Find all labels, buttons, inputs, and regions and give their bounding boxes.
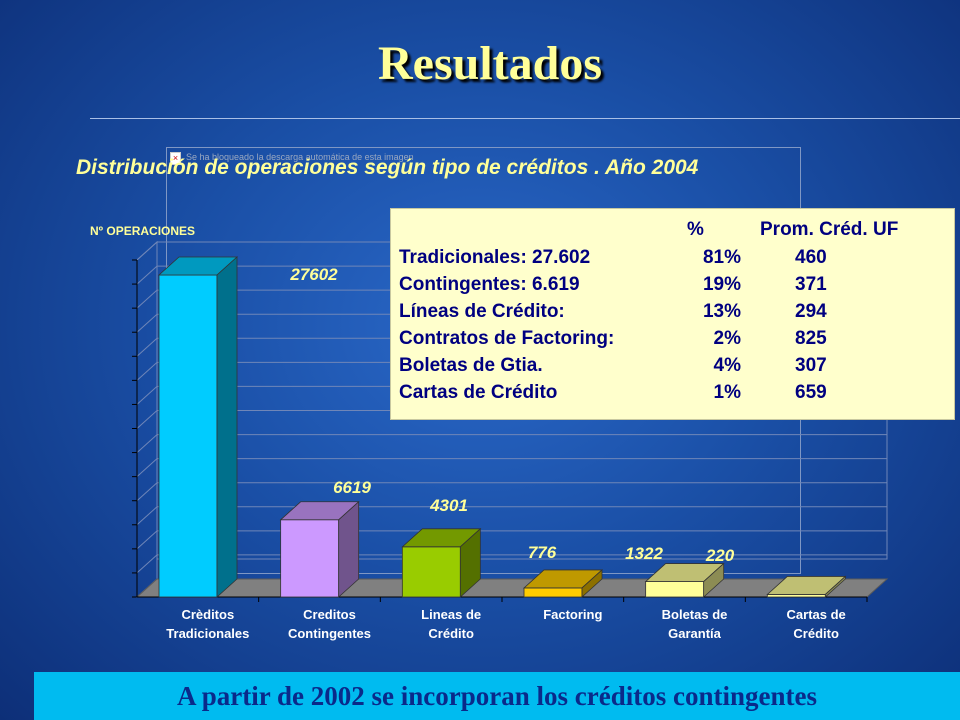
table-row-pct: 13% [702,301,741,322]
bar-3 [523,587,583,598]
gridline-side [136,289,158,309]
category-label-4: Boletas de [662,607,728,622]
bar-2 [401,546,461,598]
table-row-label: Contratos de Factoring: [399,328,615,349]
table-header-pct: % [687,219,704,240]
category-label-2: Crédito [428,626,474,641]
title-divider [90,118,960,119]
value-label-3: 776 [528,543,557,562]
table-row-pct: 1% [713,382,741,403]
category-label-5: Cartas de [787,607,846,622]
category-label-1: Contingentes [288,626,371,641]
bar-side-4 [703,562,725,598]
table-row-prom: 460 [795,247,827,268]
gridline-side [136,361,158,381]
table-row-label: Cartas de Crédito [399,382,558,403]
gridline-side [136,410,158,429]
gridline-side [136,241,158,261]
bar-side-5 [824,575,846,598]
category-label-5: Crédito [793,626,839,641]
category-label-3: Factoring [543,607,602,622]
table-row-prom: 371 [795,274,827,295]
table-header-prom: Prom. Créd. UF [760,219,899,240]
bar-side-2 [459,527,481,598]
table-row-label: Líneas de Crédito: [399,301,565,322]
bar-4 [645,581,705,598]
table-row-pct: 2% [713,328,741,349]
table-row-prom: 294 [795,301,827,322]
gridline-side [136,554,158,574]
broken-image-text: Se ha bloqueado la descarga automática d… [186,152,414,162]
footer-banner-text: A partir de 2002 se incorporan los crédi… [177,681,817,711]
gridline-side [136,530,158,550]
gridline-side [136,313,158,333]
value-label-2: 4301 [429,496,468,515]
footer-banner: A partir de 2002 se incorporan los crédi… [34,672,960,720]
bar-side-0 [216,256,238,598]
category-label-4: Garantía [668,626,722,641]
table-row-pct: 19% [702,274,741,295]
chart-title: Distribución de operaciones según tipo d… [76,156,699,179]
table-row-pct: 81% [702,247,741,268]
value-label-0: 27602 [289,265,338,284]
y-axis-label: Nº OPERACIONES [90,224,196,238]
summary-table: % Prom. Créd. UF Tradicionales: 27.602 81… [390,208,955,420]
gridline-side [136,386,158,405]
table-row-label: Boletas de Gtia. [399,355,543,376]
gridline-side [136,506,158,526]
bar-side-3 [581,569,603,598]
category-label-0: Tradicionales [166,626,249,641]
bar-0 [158,274,218,598]
bar-side-1 [338,500,360,598]
table-row-label: Tradicionales: 27.602 [399,247,591,268]
category-label-1: Creditos [303,607,356,622]
table-row-prom: 307 [795,355,827,376]
category-label-0: Crèditos [181,607,234,622]
value-label-1: 6619 [333,478,371,497]
table-row-pct: 4% [713,355,741,376]
slide-title: Resultados [377,37,603,90]
table-row-label: Contingentes: 6.619 [399,274,580,295]
gridline-side [136,265,158,285]
value-label-5: 220 [705,546,735,565]
bar-1 [280,519,340,598]
table-row-prom: 659 [795,382,827,403]
category-label-2: Lineas de [421,607,481,622]
table-row-prom: 825 [795,328,827,349]
gridline-side [136,482,158,502]
gridline-side [136,434,158,453]
value-label-4: 1322 [625,544,663,563]
gridline-side [136,458,158,478]
broken-image-icon: × [170,152,181,165]
gridline-side [136,337,158,357]
